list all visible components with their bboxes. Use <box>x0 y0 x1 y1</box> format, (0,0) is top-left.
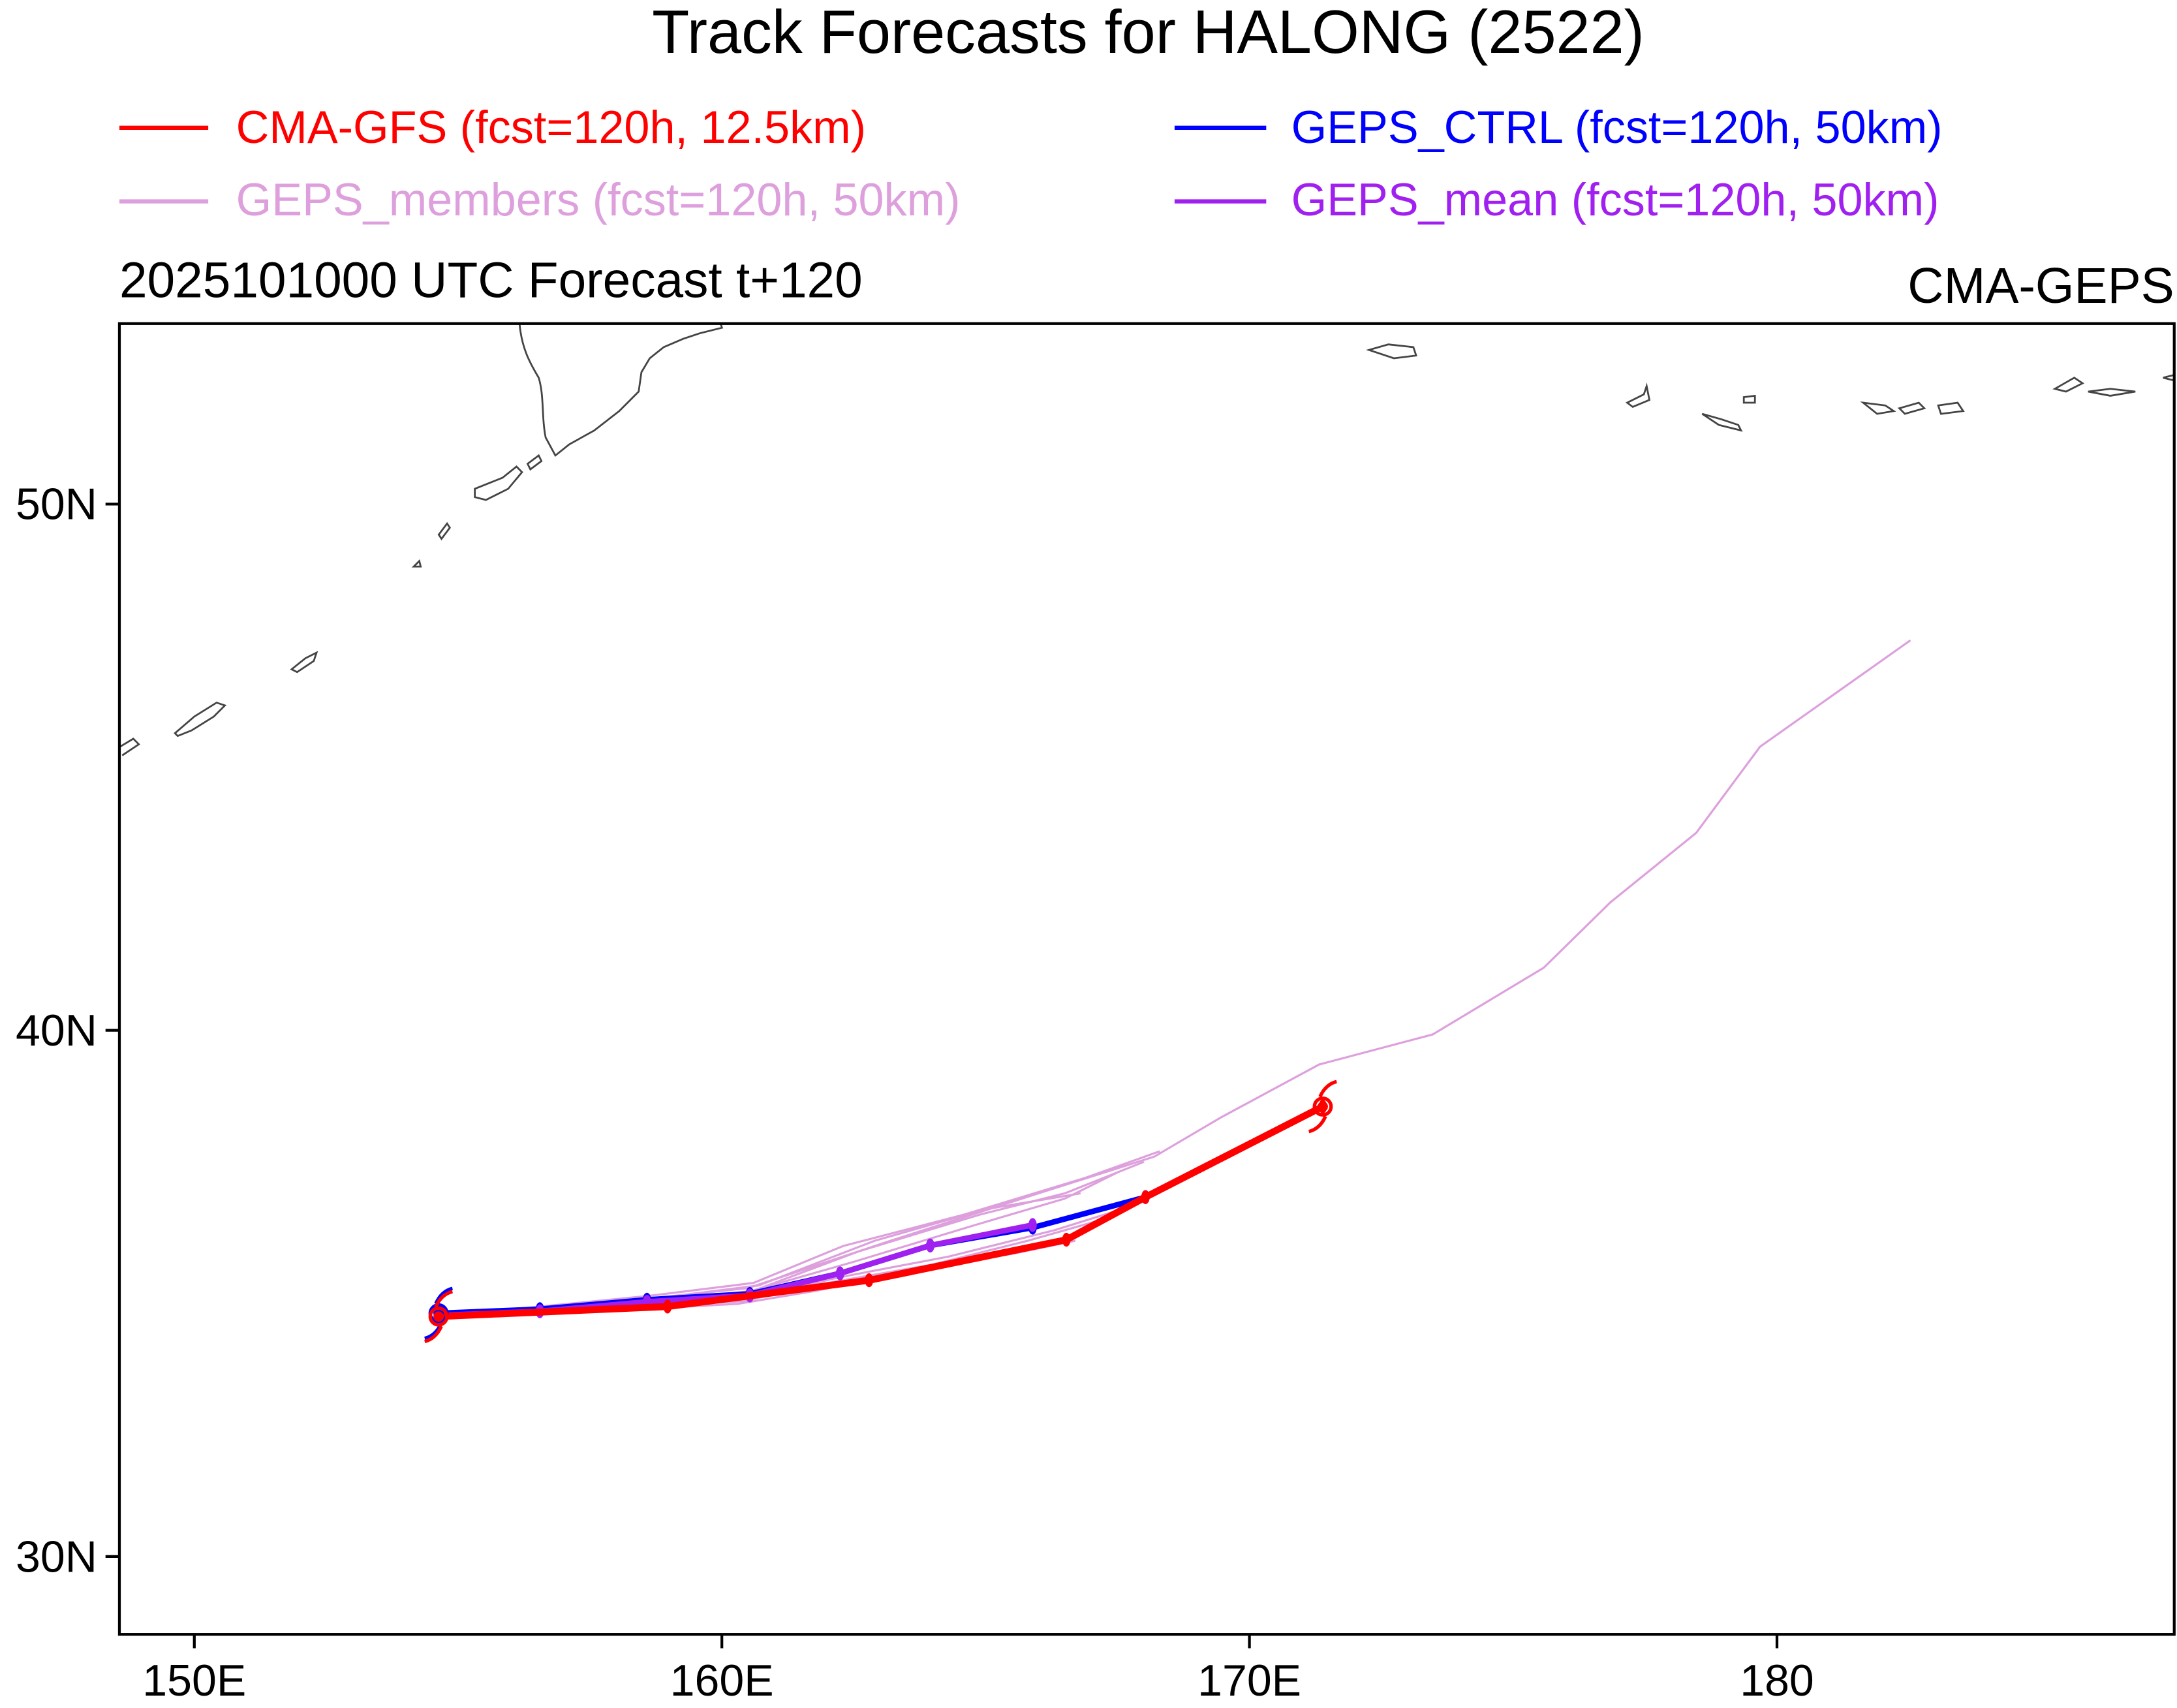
coastlines <box>119 323 2174 756</box>
track-cma-gfs <box>438 1103 1325 1320</box>
y-tick-label: 40N <box>16 1006 97 1055</box>
coastline-island <box>526 454 543 471</box>
x-tick-label: 160E <box>670 1656 774 1705</box>
track-point-cma-gfs <box>865 1273 874 1288</box>
x-tick-label: 180 <box>1740 1656 1814 1705</box>
y-tick-label: 50N <box>16 480 97 529</box>
legend-label-geps-mean: GEPS_mean (fcst=120h, 50km) <box>1291 174 1939 225</box>
coastline-island <box>474 465 523 501</box>
coastline-island <box>2163 374 2174 382</box>
coastline-island <box>174 702 227 738</box>
chart-title: Track Forecasts for HALONG (2522) <box>652 0 1644 66</box>
axes: 150E 160E 170E 180 30N 40N 50N <box>16 480 1814 1705</box>
coastline-island <box>437 521 452 540</box>
x-tick-label: 170E <box>1197 1656 1301 1705</box>
coastline-island <box>1742 394 1756 404</box>
coastline-island <box>290 651 318 674</box>
track-point-geps-mean <box>835 1266 844 1281</box>
coastline-island <box>1897 401 1926 415</box>
plot-frame <box>117 322 2176 1636</box>
coastline-kamchatka <box>518 323 724 458</box>
subtitle-left: 2025101000 UTC Forecast t+120 <box>119 253 863 308</box>
tracks-layer <box>424 639 1911 1344</box>
legend-label-geps-ctrl: GEPS_CTRL (fcst=120h, 50km) <box>1291 101 1943 153</box>
x-tick-label: 150E <box>142 1656 246 1705</box>
coastline-island <box>1860 401 1896 415</box>
cyclone-end-icon <box>1308 1079 1338 1134</box>
track-point-cma-gfs <box>1062 1232 1071 1247</box>
legend: CMA-GFS (fcst=120h, 12.5km) GEPS_CTRL (f… <box>119 101 1943 225</box>
coastline-island <box>1701 412 1743 432</box>
coastline-island <box>1625 382 1651 409</box>
legend-label-cma-gfs: CMA-GFS (fcst=120h, 12.5km) <box>236 101 866 153</box>
track-geps-members <box>438 639 1911 1318</box>
coastline-island <box>2088 388 2136 397</box>
subtitle-right: CMA-GEPS <box>1907 258 2174 314</box>
track-point-geps-mean <box>1028 1218 1037 1232</box>
coastline-island <box>2052 377 2085 393</box>
legend-label-geps-members: GEPS_members (fcst=120h, 50km) <box>236 174 961 225</box>
track-geps-ctrl <box>438 1194 1147 1316</box>
y-tick-label: 30N <box>16 1532 97 1581</box>
cyclone-start-icon <box>424 1290 454 1344</box>
coastline-island <box>411 559 422 568</box>
track-point-cma-gfs <box>1141 1190 1150 1204</box>
coastline-island <box>1366 343 1417 360</box>
coastline-island <box>119 738 140 756</box>
track-point-cma-gfs <box>663 1299 672 1314</box>
coastline-island <box>1937 401 1965 415</box>
track-point-geps-mean <box>926 1238 934 1252</box>
